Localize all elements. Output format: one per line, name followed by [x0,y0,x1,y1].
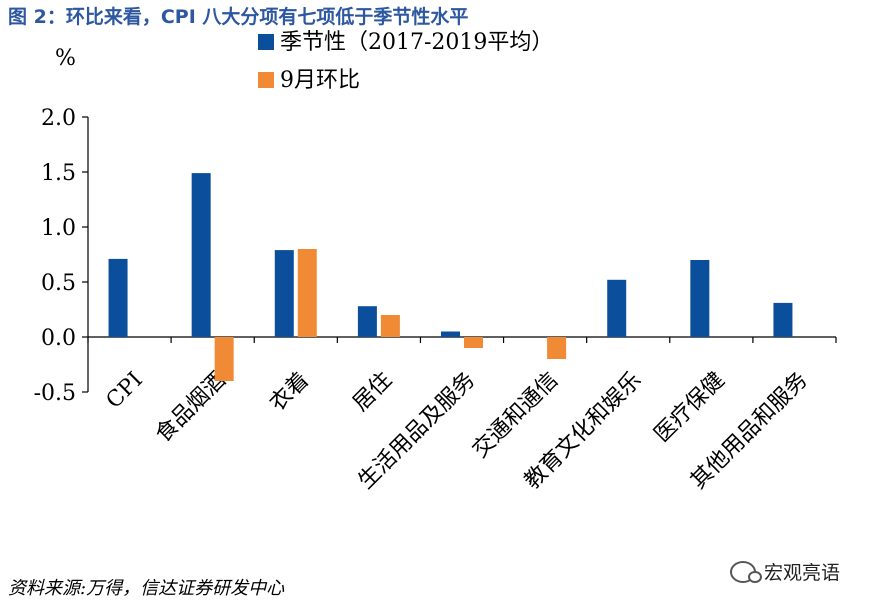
watermark-text: 宏观亮语 [764,562,841,584]
source-note: 资料来源:万得，信达证券研发中心 [8,578,285,599]
y-tick-label: 1.5 [41,161,76,186]
legend: 季节性（2017-2019平均） 9月环比 [258,30,553,93]
legend-label: 9月环比 [280,68,360,93]
legend-label: 季节性（2017-2019平均） [280,30,553,55]
bar-seasonal [191,173,211,337]
bar-seasonal [607,279,627,337]
bar-seasonal [357,306,377,337]
y-axis-unit-label: % [55,46,76,71]
watermark: 宏观亮语 [730,558,840,585]
bar-seasonal [690,260,710,337]
y-axis: 2.0 1.5 1.0 0.5 0.0 -0.5 [34,106,89,406]
bars [108,173,793,381]
x-category-label: CPI [102,368,148,414]
x-category-label: 居住 [348,368,397,417]
bar-seasonal [773,302,793,337]
x-category-label: 衣着 [265,368,314,417]
bar-september [380,315,400,337]
y-tick-label: 2.0 [41,106,76,131]
bar-seasonal [441,331,460,337]
bar-september [214,337,234,381]
y-tick-label: 0.0 [41,326,76,351]
wechat-icon [730,560,762,583]
legend-swatch [258,34,274,50]
x-category-label: 医疗保健 [650,368,730,448]
bar-september [464,337,483,348]
bar-seasonal [108,258,128,337]
y-tick-label: 0.5 [41,271,76,296]
chart-title: 图 2：环比来看，CPI 八大分项有七项低于季节性水平 [8,6,469,28]
bar-seasonal [274,250,294,337]
bar-september [547,337,567,359]
y-tick-label: -0.5 [34,381,76,406]
legend-swatch [258,72,274,88]
bar-september [297,249,317,337]
y-tick-label: 1.0 [41,216,76,241]
